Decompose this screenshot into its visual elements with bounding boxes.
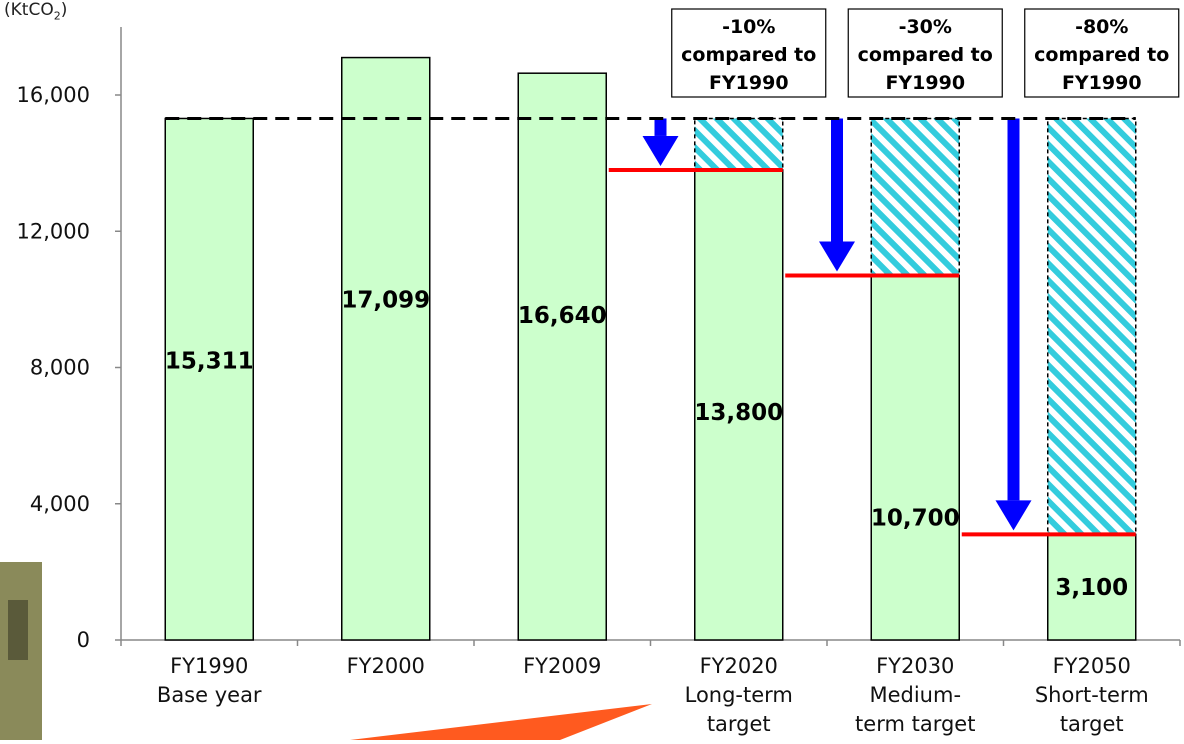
data-label: 15,311 — [165, 348, 254, 374]
reduction-box-text: -30% — [899, 16, 952, 38]
y-tick-label: 8,000 — [30, 356, 90, 380]
reduction-box-text: FY1990 — [885, 72, 965, 94]
data-label: 10,700 — [871, 506, 960, 532]
reduction-box-text: FY1990 — [709, 72, 789, 94]
reduction-box-text: -80% — [1075, 16, 1128, 38]
x-tick-label: target — [1060, 712, 1124, 736]
photo-fragment-detail — [8, 600, 28, 660]
reduction-box-text: FY1990 — [1062, 72, 1142, 94]
data-label: 13,800 — [694, 400, 783, 426]
y-tick-label: 16,000 — [17, 83, 90, 107]
y-axis-unit-label: (KtCO2) — [4, 0, 68, 23]
x-tick-label: FY2000 — [347, 654, 425, 678]
bar — [870, 274, 960, 641]
reduction-arrow-head — [995, 500, 1032, 531]
reduction-box-text: compared to — [858, 44, 993, 66]
bar — [341, 56, 431, 641]
y-tick-label: 4,000 — [30, 492, 90, 516]
x-tick-label: Base year — [157, 683, 262, 707]
bar — [517, 72, 607, 641]
reduction-arrow-head — [819, 241, 855, 272]
reduction-box — [671, 8, 827, 98]
x-tick-label: FY1990 — [170, 654, 248, 678]
reduction-box — [847, 8, 1003, 98]
x-tick-label: FY2030 — [876, 654, 954, 678]
x-tick-label: FY2020 — [700, 654, 778, 678]
x-tick-label: Medium- — [869, 683, 961, 707]
reduction-box-text: compared to — [681, 44, 816, 66]
x-tick-label: FY2009 — [523, 654, 601, 678]
reduction-box-text: -10% — [722, 16, 775, 38]
reduction-hatch — [870, 117, 960, 277]
y-tick-label: 0 — [77, 628, 90, 652]
reduction-box — [1024, 8, 1180, 98]
reduction-hatch — [1047, 117, 1137, 536]
bar — [694, 169, 784, 641]
bar — [1047, 533, 1137, 641]
x-tick-label: target — [707, 712, 771, 736]
data-label: 16,640 — [518, 303, 607, 329]
bar — [164, 117, 254, 641]
data-label: 3,100 — [1055, 575, 1128, 601]
reduction-hatch — [694, 117, 784, 171]
x-tick-label: FY2050 — [1053, 654, 1131, 678]
reduction-box-text: compared to — [1034, 44, 1169, 66]
decorative-arrow — [350, 704, 652, 740]
x-tick-label: term target — [855, 712, 975, 736]
y-tick-label: 12,000 — [17, 219, 90, 243]
reduction-arrow-head — [642, 135, 679, 166]
x-tick-label: Short-term — [1035, 683, 1149, 707]
x-tick-label: Long-term — [685, 683, 793, 707]
data-label: 17,099 — [341, 288, 430, 314]
